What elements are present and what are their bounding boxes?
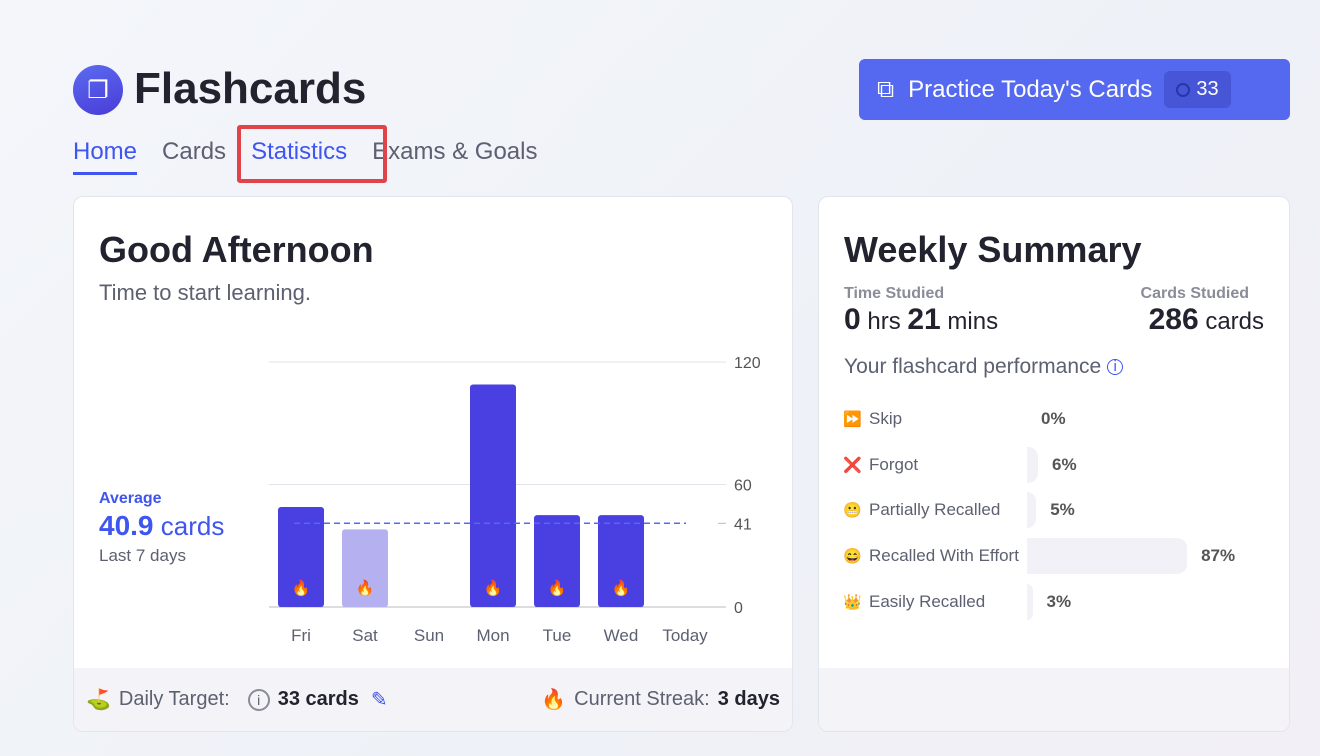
flame-icon: 🔥 [356, 579, 375, 597]
average-period: Last 7 days [99, 546, 186, 565]
recalled-with-effort-emoji-icon: 😄 [843, 548, 862, 566]
forgot-emoji-icon: ❌ [843, 456, 862, 474]
flame-icon: 🔥 [548, 579, 567, 597]
highlight-box [237, 125, 387, 183]
daily-cards-chart: 120 60 41 0 🔥 Fri 🔥 Sat Sun 🔥 Mon 🔥 Tue 🔥 Wed Today [269, 355, 761, 645]
average-value: 40.9 [99, 510, 154, 541]
due-count: 33 [1196, 78, 1219, 100]
performance-bar [1027, 492, 1037, 529]
cards-icon: ❐ [87, 76, 109, 104]
time-studied-value: 0 hrs 21 mins [844, 303, 999, 336]
y-tick-label: 0 [734, 600, 743, 617]
partially-recalled-emoji-icon: 😬 [843, 502, 862, 520]
performance-label: Forgot [869, 454, 919, 474]
due-count-badge: 33 [1164, 71, 1231, 108]
flame-icon: 🔥 [484, 579, 503, 597]
performance-bar [1027, 446, 1039, 483]
flame-icon: 🔥 [541, 689, 567, 711]
performance-heading: Your flashcard performance i [844, 355, 1124, 379]
performance-percent: 87% [1201, 546, 1236, 566]
card-footer [819, 668, 1289, 731]
performance-percent: 6% [1052, 454, 1077, 474]
edit-pencil-icon[interactable]: ✎ [370, 689, 388, 711]
tab-exams-goals[interactable]: Exams & Goals [372, 138, 538, 165]
performance-label: Easily Recalled [869, 591, 986, 611]
card-footer: ⛳ Daily Target: i 33 cards ✎ 🔥 Current S… [74, 668, 792, 731]
progress-ring-icon [1176, 82, 1191, 97]
average-label: Average [99, 490, 162, 507]
info-icon[interactable]: i [247, 688, 270, 711]
app-logo: ❐ [73, 65, 123, 115]
weekly-summary-card: Weekly Summary Time Studied 0 hrs 21 min… [818, 196, 1290, 732]
greeting-title: Good Afternoon [99, 229, 374, 270]
average-unit: cards [160, 511, 225, 541]
y-tick-label: 60 [734, 478, 752, 495]
tab-statistics[interactable]: Statistics [251, 138, 348, 165]
x-tick-label: Sat [352, 626, 378, 645]
bar-sat[interactable] [342, 529, 388, 607]
daily-target-label: Daily Target: [118, 688, 230, 710]
y-tick-label: 41 [734, 516, 752, 533]
streak-label: Current Streak: [574, 688, 710, 710]
bar-tue[interactable] [534, 515, 580, 607]
performance-row: ❌ Forgot 6% [843, 446, 1273, 483]
cards-studied-label: Cards Studied [1140, 285, 1249, 302]
info-icon[interactable]: i [1107, 359, 1124, 376]
practice-button[interactable]: ⧉ Practice Today's Cards 33 [859, 59, 1290, 120]
performance-label: Partially Recalled [869, 500, 1001, 520]
practice-label: Practice Today's Cards [908, 75, 1153, 103]
average-summary: Average 40.9 cards Last 7 days [99, 490, 224, 566]
x-tick-label: Wed [604, 626, 639, 645]
skip-emoji-icon: ⏩ [843, 411, 862, 428]
golf-flag-icon: ⛳ [86, 689, 111, 711]
tab-home[interactable]: Home [73, 138, 138, 175]
x-tick-label: Today [662, 626, 708, 645]
performance-percent: 0% [1041, 409, 1066, 428]
x-tick-label: Fri [291, 626, 311, 645]
performance-label: Skip [869, 409, 903, 428]
streak-value: 3 days [717, 688, 780, 710]
bar-mon[interactable] [470, 384, 516, 607]
performance-label: Recalled With Effort [869, 546, 1019, 566]
flame-icon: 🔥 [292, 579, 311, 597]
easily-recalled-emoji-icon: 👑 [843, 593, 862, 611]
performance-row: 😬 Partially Recalled 5% [843, 492, 1273, 529]
time-studied-label: Time Studied [844, 285, 945, 302]
greeting-card: Good Afternoon Time to start learning. A… [73, 196, 793, 732]
tab-cards[interactable]: Cards [162, 138, 227, 165]
daily-target-value: 33 cards [277, 688, 359, 710]
performance-bar [1027, 538, 1188, 575]
performance-row: ⏩ Skip 0% [843, 401, 1273, 437]
x-tick-label: Tue [543, 626, 572, 645]
main-nav: Home Cards Statistics Exams & Goals [73, 138, 562, 175]
performance-bar [1027, 583, 1033, 620]
bar-wed[interactable] [598, 515, 644, 607]
performance-percent: 3% [1046, 591, 1072, 611]
bar-fri[interactable] [278, 506, 324, 607]
performance-row: 👑 Easily Recalled 3% [843, 583, 1273, 620]
weekly-title: Weekly Summary [844, 229, 1142, 270]
y-tick-label: 120 [734, 355, 761, 372]
app-title: Flashcards [134, 64, 367, 113]
performance-row: 😄 Recalled With Effort 87% [843, 538, 1273, 575]
cards-icon: ⧉ [877, 75, 895, 103]
x-tick-label: Mon [476, 626, 509, 645]
flame-icon: 🔥 [612, 579, 631, 597]
x-tick-label: Sun [414, 626, 444, 645]
cards-studied-value: 286 cards [1148, 303, 1264, 336]
performance-percent: 5% [1050, 500, 1075, 520]
greeting-subtitle: Time to start learning. [99, 280, 311, 305]
